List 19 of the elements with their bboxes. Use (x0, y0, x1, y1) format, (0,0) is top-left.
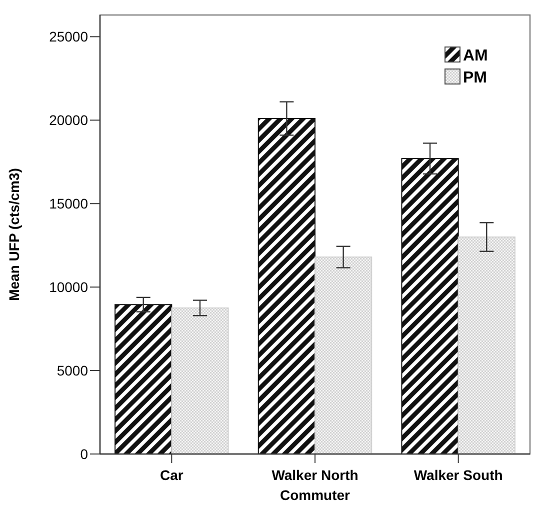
x-tick-label: Car (160, 467, 184, 483)
y-tick-label: 20000 (49, 112, 88, 128)
x-axis-title: Commuter (280, 487, 351, 503)
y-tick-label: 0 (80, 446, 88, 462)
y-axis-title: Mean UFP (cts/cm3) (6, 168, 22, 301)
y-tick-label: 10000 (49, 278, 88, 295)
x-tick-label: Walker South (414, 467, 503, 483)
x-tick-label: Walker North (272, 467, 358, 483)
bar (314, 256, 372, 454)
y-tick-label: 5000 (56, 362, 88, 378)
legend-label: PM (463, 70, 487, 87)
legend-label: AM (463, 48, 488, 65)
y-tick-label: 15000 (49, 196, 88, 212)
bar (401, 158, 459, 454)
bar (114, 304, 172, 454)
y-tick-label: 25000 (49, 28, 88, 45)
bar (458, 236, 516, 454)
bar (171, 307, 229, 454)
bar (258, 118, 316, 454)
